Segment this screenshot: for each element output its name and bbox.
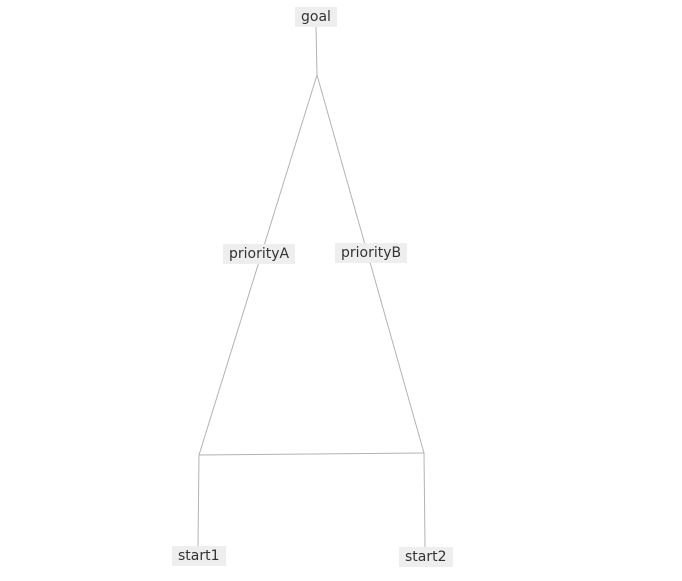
edge-goal-stem	[315, 26, 318, 76]
edge-left-junction-to-start1	[197, 454, 200, 547]
edge-goal-to-left-junction	[198, 74, 318, 456]
edge-goal-to-right-junction	[316, 74, 425, 454]
node-start2[interactable]: start2	[399, 547, 453, 567]
node-priority-a[interactable]: priorityA	[223, 244, 296, 264]
edge-right-junction-to-start2	[423, 452, 426, 548]
node-start1[interactable]: start1	[172, 546, 226, 566]
edge-junction-crossbar	[198, 452, 425, 456]
node-goal[interactable]: goal	[295, 7, 337, 27]
node-priority-b[interactable]: priorityB	[335, 243, 408, 263]
